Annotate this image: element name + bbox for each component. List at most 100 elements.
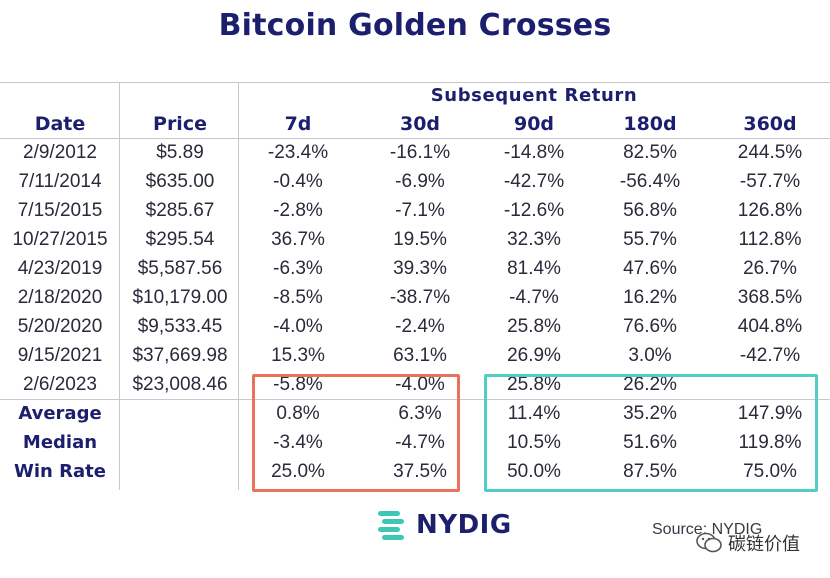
table-rule [0, 138, 830, 139]
subsequent-return-header: Subsequent Return [430, 85, 638, 106]
stat-value: 119.8% [738, 432, 802, 453]
row-return: -8.5% [273, 287, 323, 308]
row-date: 7/15/2015 [17, 200, 103, 221]
row-date: 4/23/2019 [17, 258, 103, 279]
row-return: -5.8% [273, 374, 323, 395]
stat-label: Win Rate [14, 461, 106, 482]
row-return: -16.1% [389, 142, 451, 163]
row-return: 26.2% [623, 374, 677, 395]
row-return: 126.8% [737, 200, 803, 221]
row-date: 2/18/2020 [17, 287, 103, 308]
row-return: -2.8% [273, 200, 323, 221]
page-title: Bitcoin Golden Crosses [218, 8, 612, 43]
column-header: 360d [743, 113, 797, 135]
row-return: 244.5% [737, 142, 803, 163]
row-return: 26.7% [743, 258, 797, 279]
stat-value: 0.8% [276, 403, 320, 424]
row-return: -57.7% [739, 171, 801, 192]
row-price: $635.00 [145, 171, 215, 192]
row-return: -4.7% [509, 287, 559, 308]
row-price: $285.67 [145, 200, 215, 221]
row-return: -4.0% [273, 316, 323, 337]
wechat-icon [696, 532, 722, 553]
stat-value: 11.4% [507, 403, 561, 424]
stat-value: 51.6% [623, 432, 677, 453]
row-return: -42.7% [739, 345, 801, 366]
nydig-logo-text: NYDIG [416, 510, 512, 540]
row-date: 5/20/2020 [17, 316, 103, 337]
row-return: 63.1% [393, 345, 447, 366]
wechat-watermark: 碳链价值 [696, 530, 800, 556]
row-return: -4.0% [395, 374, 445, 395]
row-return: -12.6% [503, 200, 565, 221]
row-date: 2/6/2023 [23, 374, 97, 395]
nydig-logo-icon [378, 511, 404, 540]
row-return: 47.6% [623, 258, 677, 279]
source-credit: Source: NYDIG [652, 521, 763, 538]
column-header: Date [34, 113, 86, 135]
row-return: -14.8% [503, 142, 565, 163]
row-price: $5,587.56 [137, 258, 223, 279]
row-price: $23,008.46 [132, 374, 228, 395]
row-return: -42.7% [503, 171, 565, 192]
row-return: 25.8% [507, 316, 561, 337]
row-return: 39.3% [393, 258, 447, 279]
row-return: 76.6% [623, 316, 677, 337]
row-return: 3.0% [628, 345, 672, 366]
table-column-rule [119, 82, 120, 490]
column-header: 180d [623, 113, 677, 135]
stat-label: Median [22, 432, 98, 453]
row-return: -0.4% [273, 171, 323, 192]
row-return: -7.1% [395, 200, 445, 221]
table-rule [0, 399, 830, 400]
watermark-text: 碳链价值 [728, 534, 800, 554]
row-return: 32.3% [507, 229, 561, 250]
row-return: 56.8% [623, 200, 677, 221]
stat-value: 87.5% [623, 461, 677, 482]
stat-value: 35.2% [623, 403, 677, 424]
row-date: 2/9/2012 [23, 142, 97, 163]
row-return: -56.4% [619, 171, 681, 192]
stat-label: Average [18, 403, 102, 424]
stat-value: 10.5% [507, 432, 561, 453]
row-return: 81.4% [507, 258, 561, 279]
stat-value: -4.7% [395, 432, 445, 453]
row-return: 25.8% [507, 374, 561, 395]
stat-value: -3.4% [273, 432, 323, 453]
row-return: 26.9% [507, 345, 561, 366]
row-return: 36.7% [271, 229, 325, 250]
row-date: 10/27/2015 [12, 229, 108, 250]
nydig-logo: NYDIG [374, 508, 512, 542]
column-header: Price [153, 113, 207, 135]
row-price: $9,533.45 [137, 316, 223, 337]
row-price: $10,179.00 [132, 287, 228, 308]
row-return: -38.7% [389, 287, 451, 308]
row-return: 19.5% [393, 229, 447, 250]
row-return: 112.8% [738, 229, 802, 250]
highlight-box-long-term [484, 374, 818, 492]
row-return: -2.4% [395, 316, 445, 337]
stat-value: 75.0% [743, 461, 797, 482]
row-return: 55.7% [623, 229, 677, 250]
row-date: 7/11/2014 [18, 171, 102, 192]
row-return: -23.4% [267, 142, 329, 163]
row-price: $5.89 [156, 142, 204, 163]
row-return: -6.9% [395, 171, 445, 192]
table-column-rule [238, 82, 239, 490]
row-return: 404.8% [737, 316, 803, 337]
column-header: 30d [399, 113, 441, 135]
highlight-box-short-term [252, 374, 460, 492]
stat-value: 37.5% [393, 461, 447, 482]
row-price: $37,669.98 [132, 345, 228, 366]
column-header: 7d [284, 113, 312, 135]
row-return: 15.3% [271, 345, 325, 366]
stat-value: 147.9% [737, 403, 803, 424]
stat-value: 6.3% [398, 403, 442, 424]
row-date: 9/15/2021 [17, 345, 103, 366]
column-header: 90d [513, 113, 555, 135]
row-price: $295.54 [145, 229, 215, 250]
table-rule [0, 82, 830, 83]
row-return: 368.5% [737, 287, 803, 308]
stat-value: 50.0% [507, 461, 561, 482]
golden-cross-table: Subsequent Return Date Price 7d 30d 90d 180d 36… [0, 82, 830, 492]
